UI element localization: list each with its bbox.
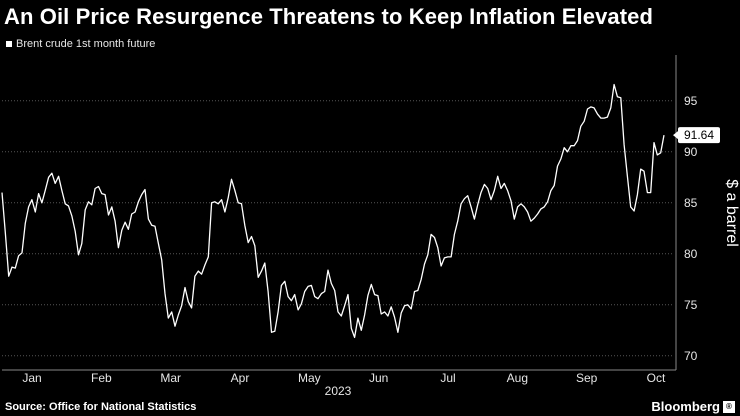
x-tick-label: May: [298, 371, 321, 385]
x-tick-label: Apr: [231, 371, 250, 385]
x-tick-label: Sep: [576, 371, 598, 385]
brand-logo-icon: ®: [723, 401, 735, 413]
x-tick-label: Aug: [507, 371, 528, 385]
last-value-pointer: [673, 131, 678, 140]
x-axis-year-label: 2023: [325, 384, 352, 398]
y-tick-label: 70: [684, 349, 698, 363]
x-tick-label: Feb: [91, 371, 112, 385]
x-tick-label: Mar: [160, 371, 181, 385]
series-line-brent-crude: [1, 83, 665, 339]
brand-name: Bloomberg: [651, 399, 720, 414]
x-tick-label: Oct: [647, 371, 666, 385]
y-tick-label: 85: [684, 196, 698, 210]
x-tick-label: Jul: [440, 371, 455, 385]
y-tick-label: 90: [684, 145, 698, 159]
y-tick-label: 95: [684, 94, 698, 108]
y-tick-label: 75: [684, 298, 698, 312]
last-value-label: 91.64: [684, 128, 714, 142]
source-note: Source: Office for National Statistics: [5, 401, 197, 413]
legend: Brent crude 1st month future: [6, 38, 155, 50]
legend-label: Brent crude 1st month future: [16, 38, 156, 50]
y-axis-title: $ a barrel: [723, 179, 740, 247]
legend-swatch: [6, 41, 12, 47]
y-tick-label: 80: [684, 247, 698, 261]
x-tick-label: Jun: [369, 371, 388, 385]
chart-title: An Oil Price Resurgence Threatens to Kee…: [4, 4, 654, 29]
last-value-box: [678, 127, 720, 144]
x-tick-label: Jan: [22, 371, 41, 385]
